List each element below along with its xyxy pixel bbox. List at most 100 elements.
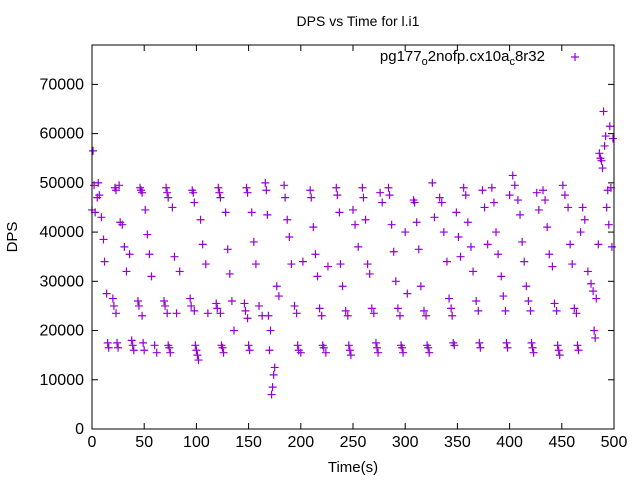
data-point xyxy=(419,306,428,315)
data-point xyxy=(120,242,129,251)
data-point xyxy=(447,304,456,313)
data-point xyxy=(319,343,328,352)
data-point xyxy=(376,188,385,197)
x-axis-label: Time(s) xyxy=(328,459,378,476)
data-point xyxy=(189,188,198,197)
data-point xyxy=(140,346,149,355)
data-point xyxy=(109,301,118,310)
data-point xyxy=(450,341,459,350)
data-point xyxy=(125,250,134,259)
x-tick-label: 200 xyxy=(287,434,314,451)
data-point xyxy=(152,348,161,357)
data-point xyxy=(219,348,228,357)
data-point xyxy=(263,210,272,219)
data-point xyxy=(241,306,250,315)
data-point xyxy=(191,341,200,350)
plot-border xyxy=(91,44,615,430)
data-point xyxy=(344,341,353,350)
data-point xyxy=(311,250,320,259)
data-point xyxy=(213,304,222,313)
data-point xyxy=(229,326,238,335)
data-point xyxy=(170,252,179,261)
data-point xyxy=(483,240,492,249)
data-point xyxy=(359,193,368,202)
legend-marker-symbol xyxy=(571,53,579,61)
data-point xyxy=(221,208,230,217)
data-point xyxy=(529,348,538,357)
data-point xyxy=(255,301,264,310)
data-point xyxy=(576,228,585,237)
data-point xyxy=(168,203,177,212)
data-point xyxy=(163,309,172,318)
data-point xyxy=(215,188,224,197)
data-point xyxy=(594,240,603,249)
data-point xyxy=(532,188,541,197)
data-point xyxy=(608,134,617,143)
data-point xyxy=(186,294,195,303)
data-point xyxy=(597,156,606,165)
data-point xyxy=(454,233,463,241)
data-point xyxy=(416,282,425,291)
x-tick-label: 400 xyxy=(496,434,523,451)
data-point xyxy=(422,311,431,320)
data-point xyxy=(160,297,169,305)
data-point xyxy=(194,356,203,365)
data-point xyxy=(580,215,589,224)
data-point xyxy=(108,294,117,303)
data-point xyxy=(218,343,227,352)
data-point xyxy=(412,218,421,227)
data-point xyxy=(128,341,137,350)
data-point xyxy=(307,193,316,202)
data-point xyxy=(198,240,207,249)
data-point xyxy=(385,191,394,200)
data-point xyxy=(240,299,249,308)
data-point xyxy=(262,186,271,195)
data-point xyxy=(589,287,598,296)
data-point xyxy=(166,348,175,357)
data-point xyxy=(478,186,487,195)
data-point xyxy=(463,218,472,227)
data-point xyxy=(192,346,201,355)
data-point xyxy=(358,183,367,192)
x-tick-label: 500 xyxy=(601,434,628,451)
data-point xyxy=(245,346,254,355)
data-point xyxy=(550,299,559,308)
data-point xyxy=(568,260,577,269)
data-point xyxy=(97,213,106,222)
data-point xyxy=(591,333,600,342)
data-point xyxy=(193,351,202,360)
data-point xyxy=(133,297,142,305)
data-point xyxy=(129,346,138,355)
y-tick-label: 30000 xyxy=(40,273,85,290)
data-point xyxy=(387,220,396,229)
data-point xyxy=(503,343,512,352)
data-point xyxy=(424,343,433,352)
data-point xyxy=(518,237,527,246)
data-point xyxy=(472,297,481,305)
data-point xyxy=(430,213,439,222)
data-point xyxy=(539,186,548,195)
x-tick-label: 150 xyxy=(235,434,262,451)
x-tick-label: 250 xyxy=(340,434,367,451)
data-point xyxy=(399,348,408,357)
data-point xyxy=(134,301,143,310)
data-point xyxy=(445,294,454,303)
data-point xyxy=(522,282,531,291)
data-point xyxy=(459,183,468,192)
data-point xyxy=(113,338,122,347)
data-point xyxy=(143,230,152,239)
data-point xyxy=(545,250,554,259)
data-point xyxy=(272,282,281,291)
x-tick-label: 450 xyxy=(548,434,575,451)
data-point xyxy=(371,338,380,347)
data-point xyxy=(391,277,400,286)
data-point xyxy=(527,338,536,347)
data-point xyxy=(351,220,360,229)
data-point xyxy=(103,338,112,347)
data-point xyxy=(323,262,332,271)
data-point xyxy=(243,188,252,197)
data-point xyxy=(466,242,475,251)
data-point xyxy=(266,326,275,335)
data-point xyxy=(363,260,372,269)
data-point xyxy=(599,107,608,116)
